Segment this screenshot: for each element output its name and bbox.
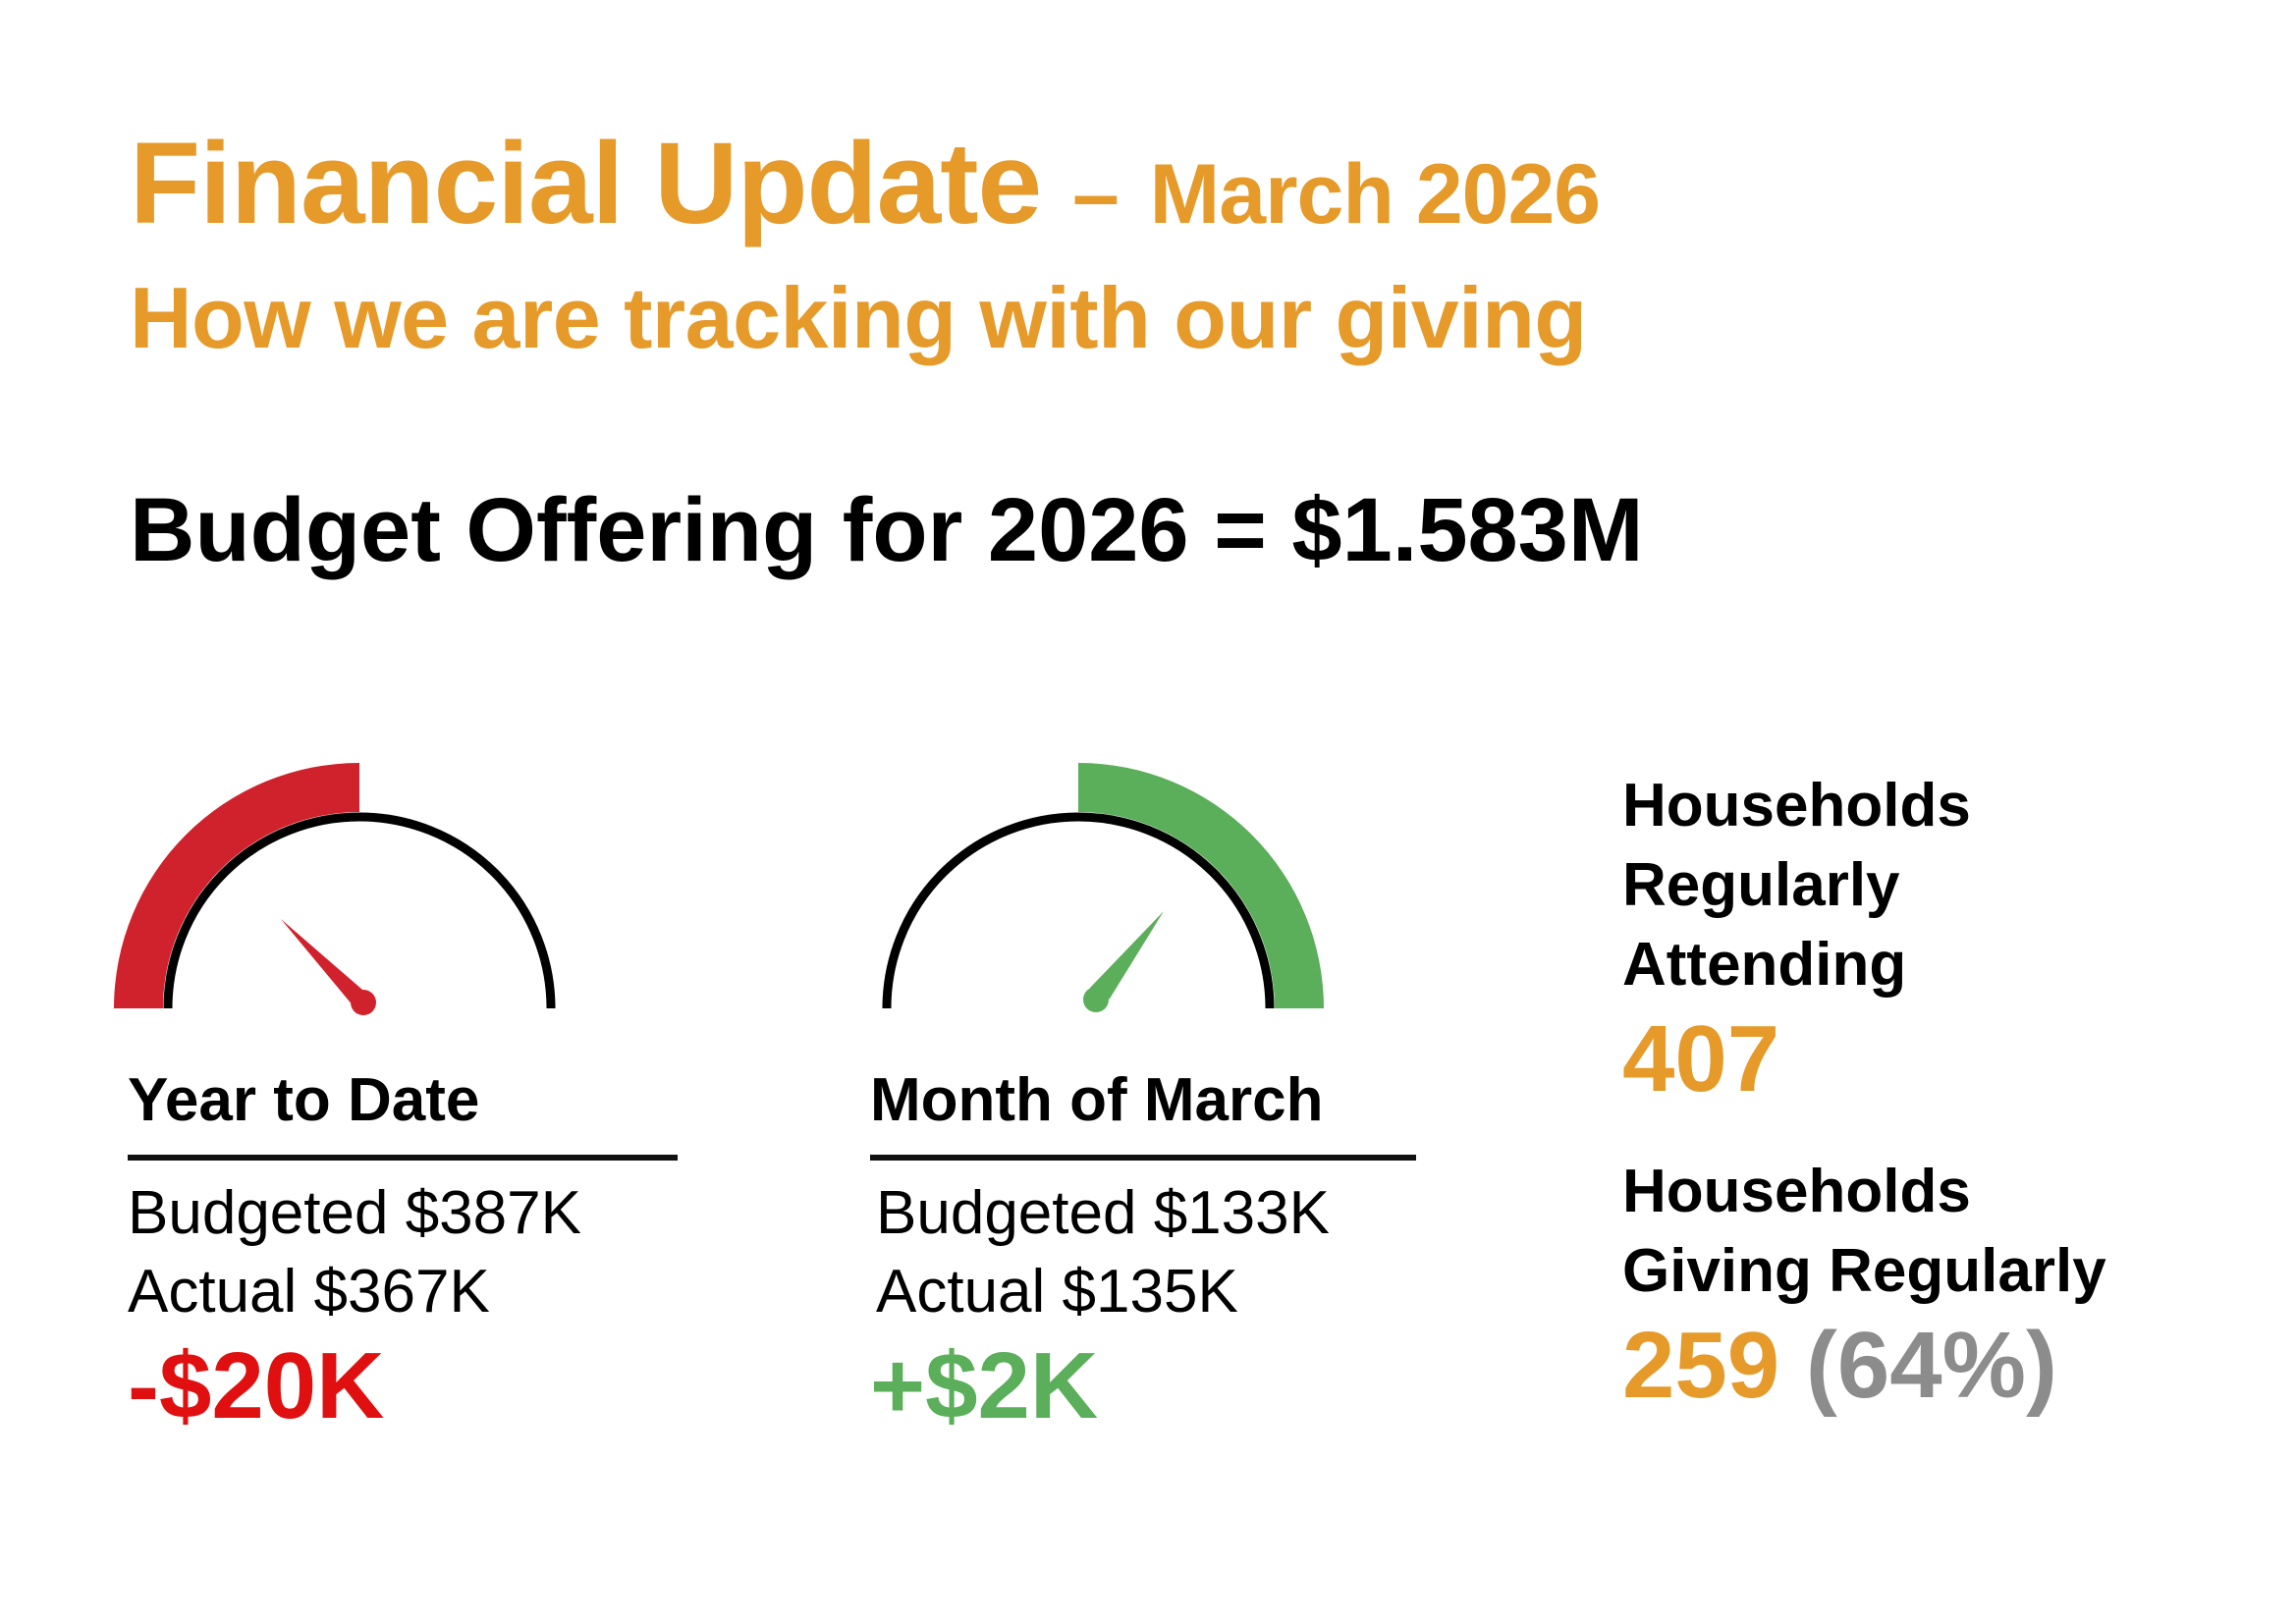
budget-offering: Budget Offering for 2026 = $1.583M bbox=[130, 480, 1644, 580]
year-to-date-panel: Year to Date Budgeted $387K Actual $367K… bbox=[128, 1070, 678, 1434]
variance-value: -$20K bbox=[128, 1333, 385, 1438]
attending-label: Households Regularly Attending bbox=[1622, 772, 1971, 999]
page-title: Financial Update – March 2026 bbox=[130, 126, 1602, 242]
giving-stat: 259 (64%) bbox=[1622, 1319, 2251, 1413]
giving-value: 259 bbox=[1622, 1313, 1780, 1418]
panel-heading: Month of March bbox=[870, 1066, 1324, 1134]
actual-value: Actual $135K bbox=[876, 1258, 1238, 1325]
actual-value: Actual $367K bbox=[128, 1258, 490, 1325]
title-text: Financial Update bbox=[130, 119, 1042, 248]
title-month: March 2026 bbox=[1149, 147, 1602, 242]
budgeted-value: Budgeted $387K bbox=[128, 1179, 581, 1247]
giving-percent: (64%) bbox=[1805, 1313, 2057, 1418]
household-stats: Households Regularly Attending 407 House… bbox=[1622, 766, 2251, 1413]
panel-heading: Year to Date bbox=[128, 1066, 480, 1134]
speedometer-low-icon bbox=[114, 763, 556, 1015]
budgeted-value: Budgeted $133K bbox=[876, 1179, 1330, 1247]
title-dash: – bbox=[1071, 147, 1120, 242]
month-panel: Month of March Budgeted $133K Actual $13… bbox=[870, 1070, 1416, 1434]
page-subtitle: How we are tracking with our giving bbox=[130, 269, 1587, 366]
giving-label: Households Giving Regularly bbox=[1622, 1158, 2106, 1305]
divider bbox=[128, 1155, 678, 1161]
attending-value: 407 bbox=[1622, 1006, 1780, 1111]
variance-value: +$2K bbox=[870, 1333, 1099, 1438]
speedometer-high-icon bbox=[882, 763, 1324, 1012]
divider bbox=[870, 1155, 1416, 1161]
